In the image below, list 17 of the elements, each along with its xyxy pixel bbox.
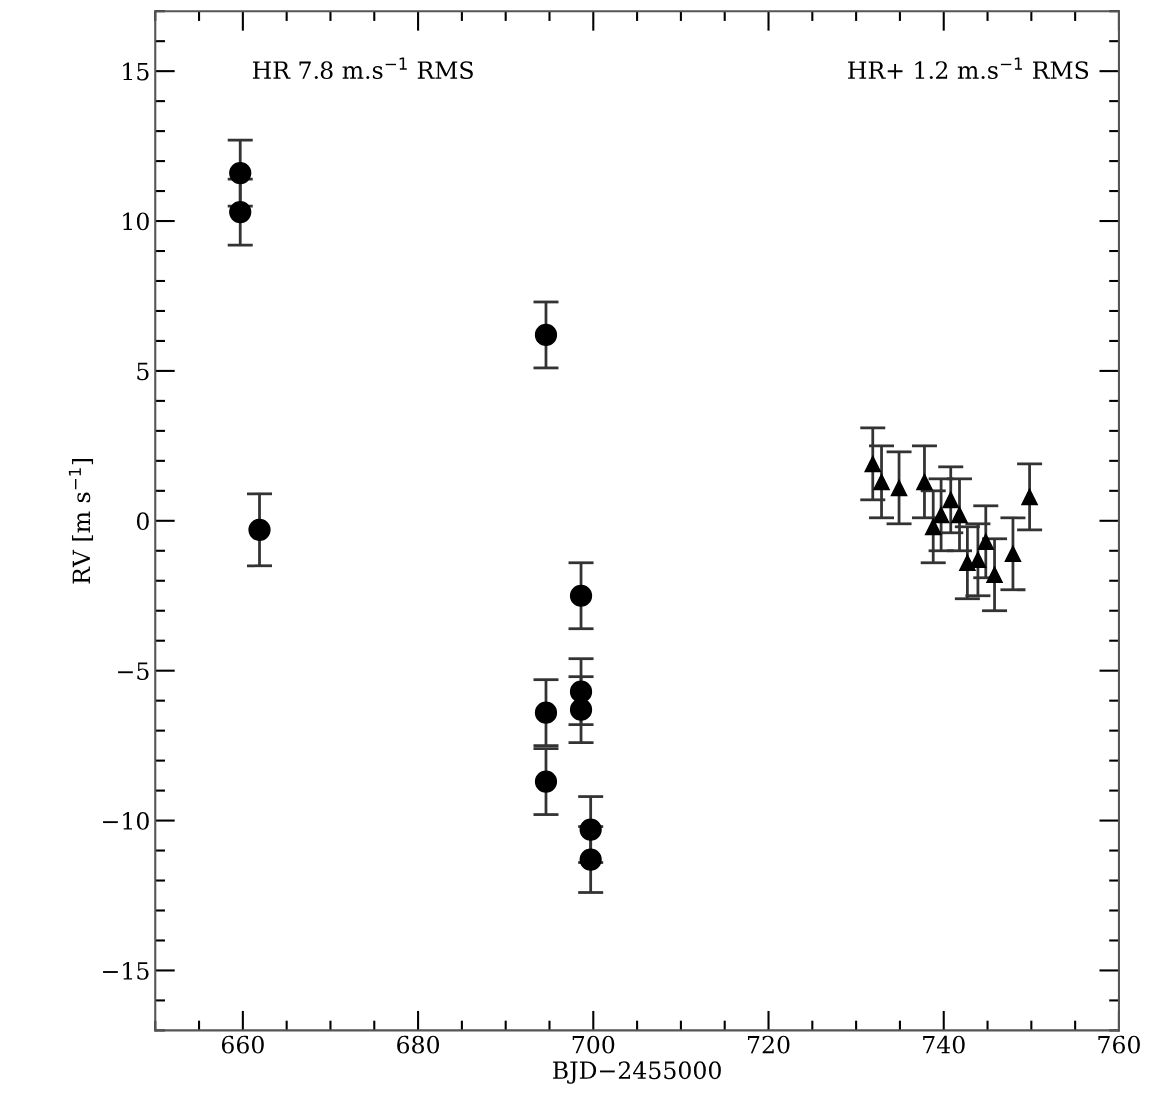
y-tick-label: −5 (118, 662, 149, 680)
y-tick-label: 10 (123, 212, 149, 231)
x-tick-label: 700 (572, 1035, 615, 1054)
x-tick-label: 680 (397, 1035, 440, 1054)
y-tick-label: −10 (103, 812, 149, 830)
x-tick-label: 660 (221, 1035, 264, 1054)
x-tick-label: 720 (747, 1035, 790, 1054)
y-tick-label: 15 (123, 62, 149, 81)
y-tick-label: −15 (103, 961, 149, 980)
y-tick-label: 0 (136, 512, 149, 531)
annotation: HR 7.8 m.s$^{−1}$ RMS (252, 57, 473, 80)
x-axis-title: BJD−2455000 (553, 1061, 721, 1084)
x-tick-label: 740 (923, 1035, 965, 1054)
y-axis-title: RV [m s$^{−1}$] (68, 458, 94, 584)
x-tick-label: 760 (1098, 1035, 1140, 1054)
annotation: HR+ 1.2 m.s$^{−1}$ RMS (848, 57, 1089, 80)
y-tick-label: 5 (137, 362, 149, 381)
